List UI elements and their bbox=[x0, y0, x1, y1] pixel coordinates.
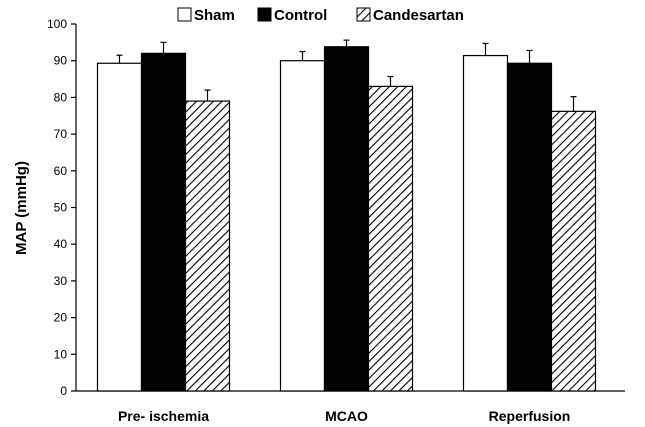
bar-sham bbox=[462, 54, 509, 392]
bar-control bbox=[506, 62, 553, 392]
bars bbox=[96, 39, 597, 392]
y-axis-label: MAP (mmHg) bbox=[13, 161, 30, 255]
bar-candesartan bbox=[367, 85, 414, 392]
bar-sham bbox=[96, 62, 143, 392]
legend: Sham Control Candesartan bbox=[177, 7, 464, 24]
legend-swatch-control bbox=[257, 7, 272, 22]
y-tick-label: 90 bbox=[54, 54, 68, 68]
y-tick-label: 60 bbox=[54, 164, 68, 178]
x-labels: Pre- ischemia MCAO Reperfusion bbox=[118, 408, 570, 424]
y-tick-label: 10 bbox=[54, 347, 68, 361]
y-tick-label: 30 bbox=[54, 274, 68, 288]
y-ticks: 0 10 20 30 40 50 60 70 80 90 100 bbox=[47, 17, 76, 398]
bar-sham bbox=[279, 60, 326, 392]
x-category-label: MCAO bbox=[325, 408, 368, 424]
legend-swatch-candesartan bbox=[356, 7, 371, 22]
legend-swatch-sham bbox=[177, 7, 192, 22]
bar-control bbox=[140, 52, 187, 392]
legend-label-candesartan: Candesartan bbox=[373, 7, 464, 24]
y-tick-label: 20 bbox=[54, 311, 68, 325]
y-tick-label: 0 bbox=[60, 384, 67, 398]
x-category-label: Pre- ischemia bbox=[118, 408, 209, 424]
y-tick-label: 40 bbox=[54, 237, 68, 251]
bar-control bbox=[323, 46, 370, 392]
bar-candesartan bbox=[184, 100, 231, 392]
legend-label-sham: Sham bbox=[194, 7, 235, 24]
y-tick-label: 80 bbox=[54, 90, 68, 104]
legend-label-control: Control bbox=[274, 7, 327, 24]
y-tick-label: 70 bbox=[54, 127, 68, 141]
y-tick-label: 100 bbox=[47, 17, 67, 31]
y-tick-label: 50 bbox=[54, 201, 68, 215]
x-category-label: Reperfusion bbox=[489, 408, 571, 424]
bar-candesartan bbox=[550, 110, 597, 392]
